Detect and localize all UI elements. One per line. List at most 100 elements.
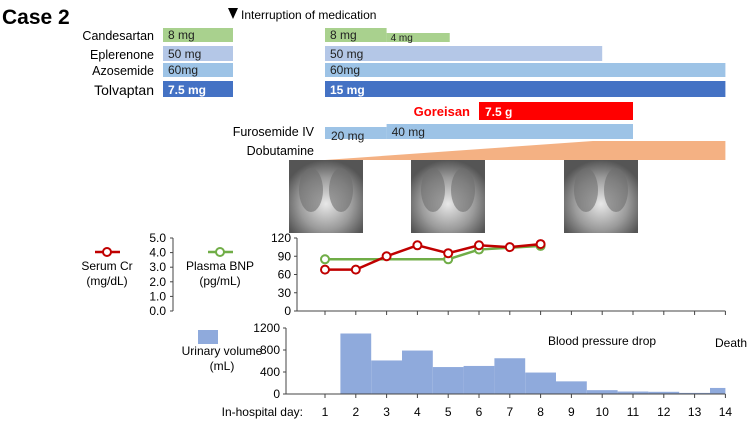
dobutamine-name: Dobutamine [247,144,314,158]
med-name-azosemide: Azosemide [92,64,154,78]
xray-lung-left [299,168,323,212]
x-tick-label: 13 [688,405,702,419]
x-tick-label: 11 [627,405,640,419]
med-bar-pre-eplerenone [163,46,233,61]
y-tick-label: 120 [271,231,291,245]
y-tick-label: 60 [278,268,292,282]
cr-tick-label: 2.0 [149,275,166,289]
goreisan-bar [479,102,633,120]
urine-chart: 0 400 800 1200 Urinary volume(mL) Blood press… [182,321,747,419]
urine-volume-bar [679,392,710,394]
urine-volume-bar [463,365,495,394]
goreisan-name: Goreisan [414,104,470,119]
med-bar-pre-tolvaptan [163,81,233,97]
urine-volume-bar [371,360,402,394]
serum-cr-point [412,240,423,251]
medication-timeline: Candesartan 8 mg 8 mg 4 mg Eplerenone 50 mg 50… [82,28,726,160]
urine-volume-bar [648,391,680,394]
serum-cr-point [350,264,361,275]
serum-cr-point [474,240,484,251]
med-dose-label: 15 mg [330,83,365,97]
xray-lung-left [574,168,598,212]
med-dose-pre: 7.5 mg [168,83,206,97]
cr-tick-label: 5.0 [149,231,166,245]
xray-lung-right [451,168,475,212]
serum-cr-line [325,242,541,271]
urine-volume-bar [617,391,649,394]
x-tick-label: 2 [352,405,359,419]
legend-bnp-label: Plasma BNP [186,259,254,273]
urine-volume-bar [402,350,433,394]
case-title: Case 2 [2,6,70,29]
furosemide-dose: 40 mg [392,125,425,139]
med-dose-pre: 50 mg [168,47,201,61]
med-name-eplerenone: Eplerenone [90,48,154,62]
annotation-bp-drop: Blood pressure drop [548,334,656,348]
med-bar-segment [325,81,726,97]
plasma-bnp-point [320,254,330,265]
med-dose-label: 8 mg [330,28,357,42]
med-dose-pre: 8 mg [168,28,195,42]
urine-volume-bar [432,367,464,394]
urine-y-tick-label: 800 [260,343,280,357]
x-tick-label: 4 [414,405,421,419]
urine-volume-bar [494,358,526,394]
legend-cr-label: (mg/dL) [86,274,127,288]
urine-volume-bar [710,387,726,394]
serum-cr-point [381,251,392,262]
xray-lung-right [329,168,353,212]
med-dose-label: 50 mg [330,47,363,61]
cr-tick-label: 0.0 [149,304,166,318]
urine-volume-bar [340,333,372,394]
serum-cr-point [535,239,546,250]
urine-volume-bar [525,372,556,394]
legend-cr-label: Serum Cr [81,259,132,273]
legend-urine-swatch [198,330,218,344]
med-dose-label: 60mg [330,63,360,77]
x-tick-label: 1 [322,405,329,419]
y-tick-label: 0 [284,304,291,318]
x-tick-label: 6 [476,405,483,419]
urine-y-tick-label: 1200 [253,321,280,335]
serum-cr-point [504,242,515,253]
x-tick-label: 5 [445,405,452,419]
med-bar-segment [325,46,603,61]
interruption-label: Interruption of medication [241,8,376,22]
x-tick-label: 12 [657,405,671,419]
legend-urine-label: (mL) [210,359,235,373]
interruption-marker-icon [228,8,238,19]
x-axis-label: In-hospital day: [222,405,303,419]
y-tick-label: 90 [278,249,292,263]
x-tick-label: 9 [568,405,575,419]
cr-tick-label: 1.0 [149,289,166,303]
x-tick-label: 10 [596,405,610,419]
urine-y-tick-label: 0 [273,387,280,401]
med-bar-segment [386,33,450,42]
dobutamine-ramp [325,141,726,160]
legend-bnp-label: (pg/mL) [199,274,240,288]
legend-bnp-marker [215,247,225,257]
x-tick-label: 8 [537,405,544,419]
med-dose-pre: 60mg [168,63,198,77]
annotation-death: Death [715,336,747,350]
serum-cr-point [443,248,454,259]
cr-tick-label: 3.0 [149,260,166,274]
med-name-candesartan: Candesartan [82,29,154,43]
goreisan-dose: 7.5 g [485,105,512,119]
cr-tick-label: 4.0 [149,246,166,260]
serum-cr-point [320,264,330,275]
med-dose-label: 4 mg [391,33,413,44]
furosemide-bar-segment [386,124,633,139]
legend-cr-marker [102,247,112,257]
furosemide-dose: 20 mg [331,129,364,143]
urine-y-tick-label: 400 [260,365,280,379]
med-bar-segment [325,63,726,77]
x-tick-label: 14 [719,405,733,419]
med-bar-pre-azosemide [163,63,233,77]
urine-volume-bar [586,390,618,394]
xray-lung-left [421,168,445,212]
lab-chart: 0 30 60 90 120 0.01.02.03.04.05.0 Serum Cr(mg/… [81,231,726,318]
furosemide-bar-segment [325,127,387,139]
